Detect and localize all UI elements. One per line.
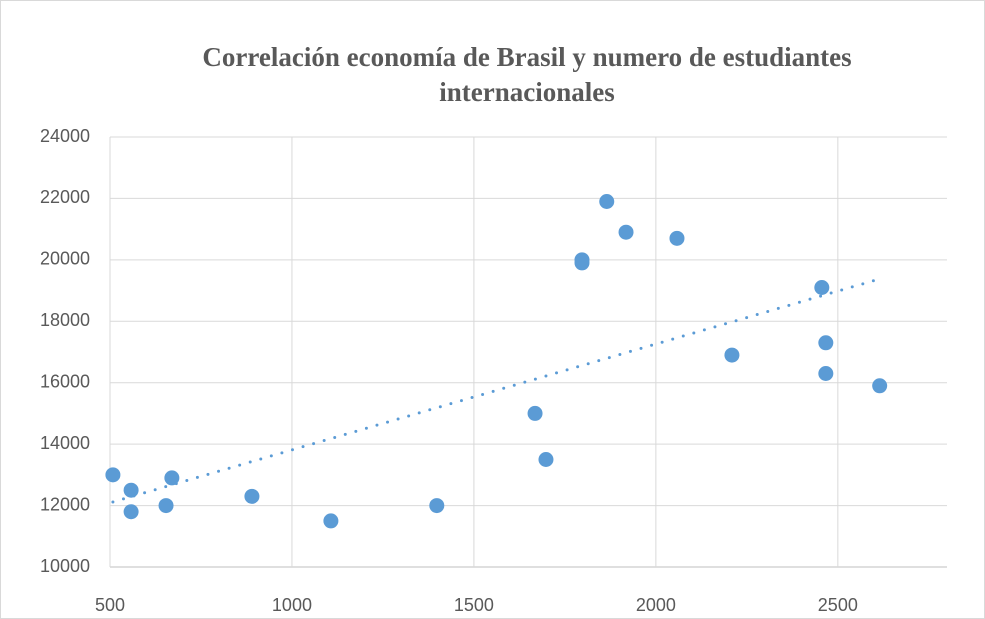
y-tick-label: 16000	[40, 371, 90, 391]
point	[164, 470, 180, 486]
x-tick-label: 1000	[272, 595, 312, 615]
point	[814, 280, 830, 295]
y-tick-label: 22000	[40, 187, 90, 207]
y-tick-label: 24000	[40, 126, 90, 146]
point	[574, 255, 590, 271]
point	[244, 488, 260, 504]
point	[429, 498, 445, 514]
chart-title: Correlación economía de Brasil y numero …	[202, 42, 851, 72]
point	[599, 194, 615, 209]
x-tick-label: 2500	[818, 595, 858, 615]
y-tick-label: 20000	[40, 249, 90, 269]
point	[323, 513, 339, 529]
point	[123, 504, 139, 520]
y-tick-label: 14000	[40, 433, 90, 453]
trendline	[111, 277, 882, 504]
point	[123, 482, 139, 498]
x-tick-label: 2000	[636, 595, 676, 615]
point	[618, 224, 634, 240]
point	[818, 366, 834, 381]
chart-title: internacionales	[439, 77, 615, 107]
point	[538, 452, 554, 467]
y-tick-label: 18000	[40, 310, 90, 330]
y-tick-label: 10000	[40, 556, 90, 576]
point	[818, 335, 834, 351]
x-tick-label: 500	[95, 595, 125, 615]
point	[724, 347, 740, 363]
point	[669, 230, 685, 246]
x-tick-label: 1500	[454, 595, 494, 615]
point	[527, 405, 543, 421]
point	[872, 378, 888, 394]
y-tick-label: 12000	[40, 494, 90, 514]
point	[158, 498, 174, 514]
point	[105, 467, 121, 483]
